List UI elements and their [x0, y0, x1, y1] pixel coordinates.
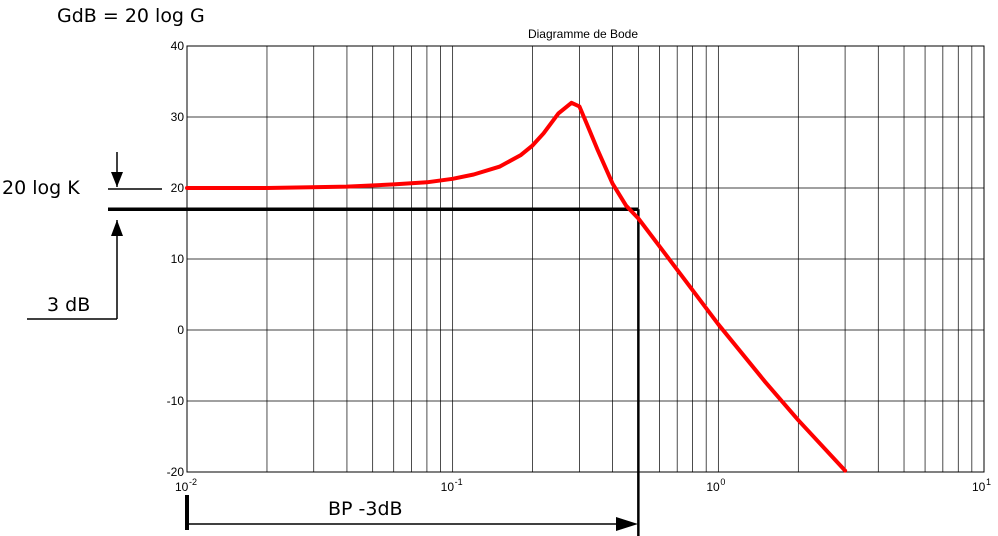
x-tick-label: 10 [441, 480, 455, 494]
grid-lines [187, 46, 984, 472]
plot-frame [186, 45, 985, 473]
y-tick-label: -20 [167, 465, 185, 479]
x-tick-labels: 10 -2 10 -1 10 0 10 1 [175, 477, 991, 494]
reference-lines [108, 207, 640, 536]
y-tick-label: 30 [171, 110, 185, 124]
bandwidth-arrowhead [616, 517, 638, 531]
x-tick-label: 10 [972, 480, 986, 494]
x-tick-label: 10 [706, 480, 720, 494]
x-tick-exponent: 0 [720, 477, 725, 487]
y-tick-label: 40 [171, 39, 185, 53]
annotation-markers [27, 152, 638, 531]
y-tick-label: -10 [167, 394, 185, 408]
x-tick-label: 10 [175, 480, 189, 494]
x-tick-exponent: 1 [986, 477, 991, 487]
x-tick-exponent: -1 [455, 477, 463, 487]
gain-k-label: 20 log K [2, 177, 80, 199]
y-tick-labels: -20 -10 0 10 20 30 40 [167, 39, 185, 479]
y-tick-label: 10 [171, 252, 185, 266]
db3-upper-arrowhead [111, 172, 123, 187]
formula-label: GdB = 20 log G [57, 5, 205, 27]
y-tick-label: 0 [177, 323, 184, 337]
db3-lower-arrowhead [111, 220, 123, 236]
chart-title: Diagramme de Bode [528, 27, 638, 41]
bode-gain-curve [185, 100, 848, 473]
y-tick-label: 20 [171, 181, 185, 195]
bandwidth-label: BP -3dB [328, 498, 403, 520]
db3-label: 3 dB [47, 294, 90, 316]
x-tick-exponent: -2 [189, 477, 197, 487]
